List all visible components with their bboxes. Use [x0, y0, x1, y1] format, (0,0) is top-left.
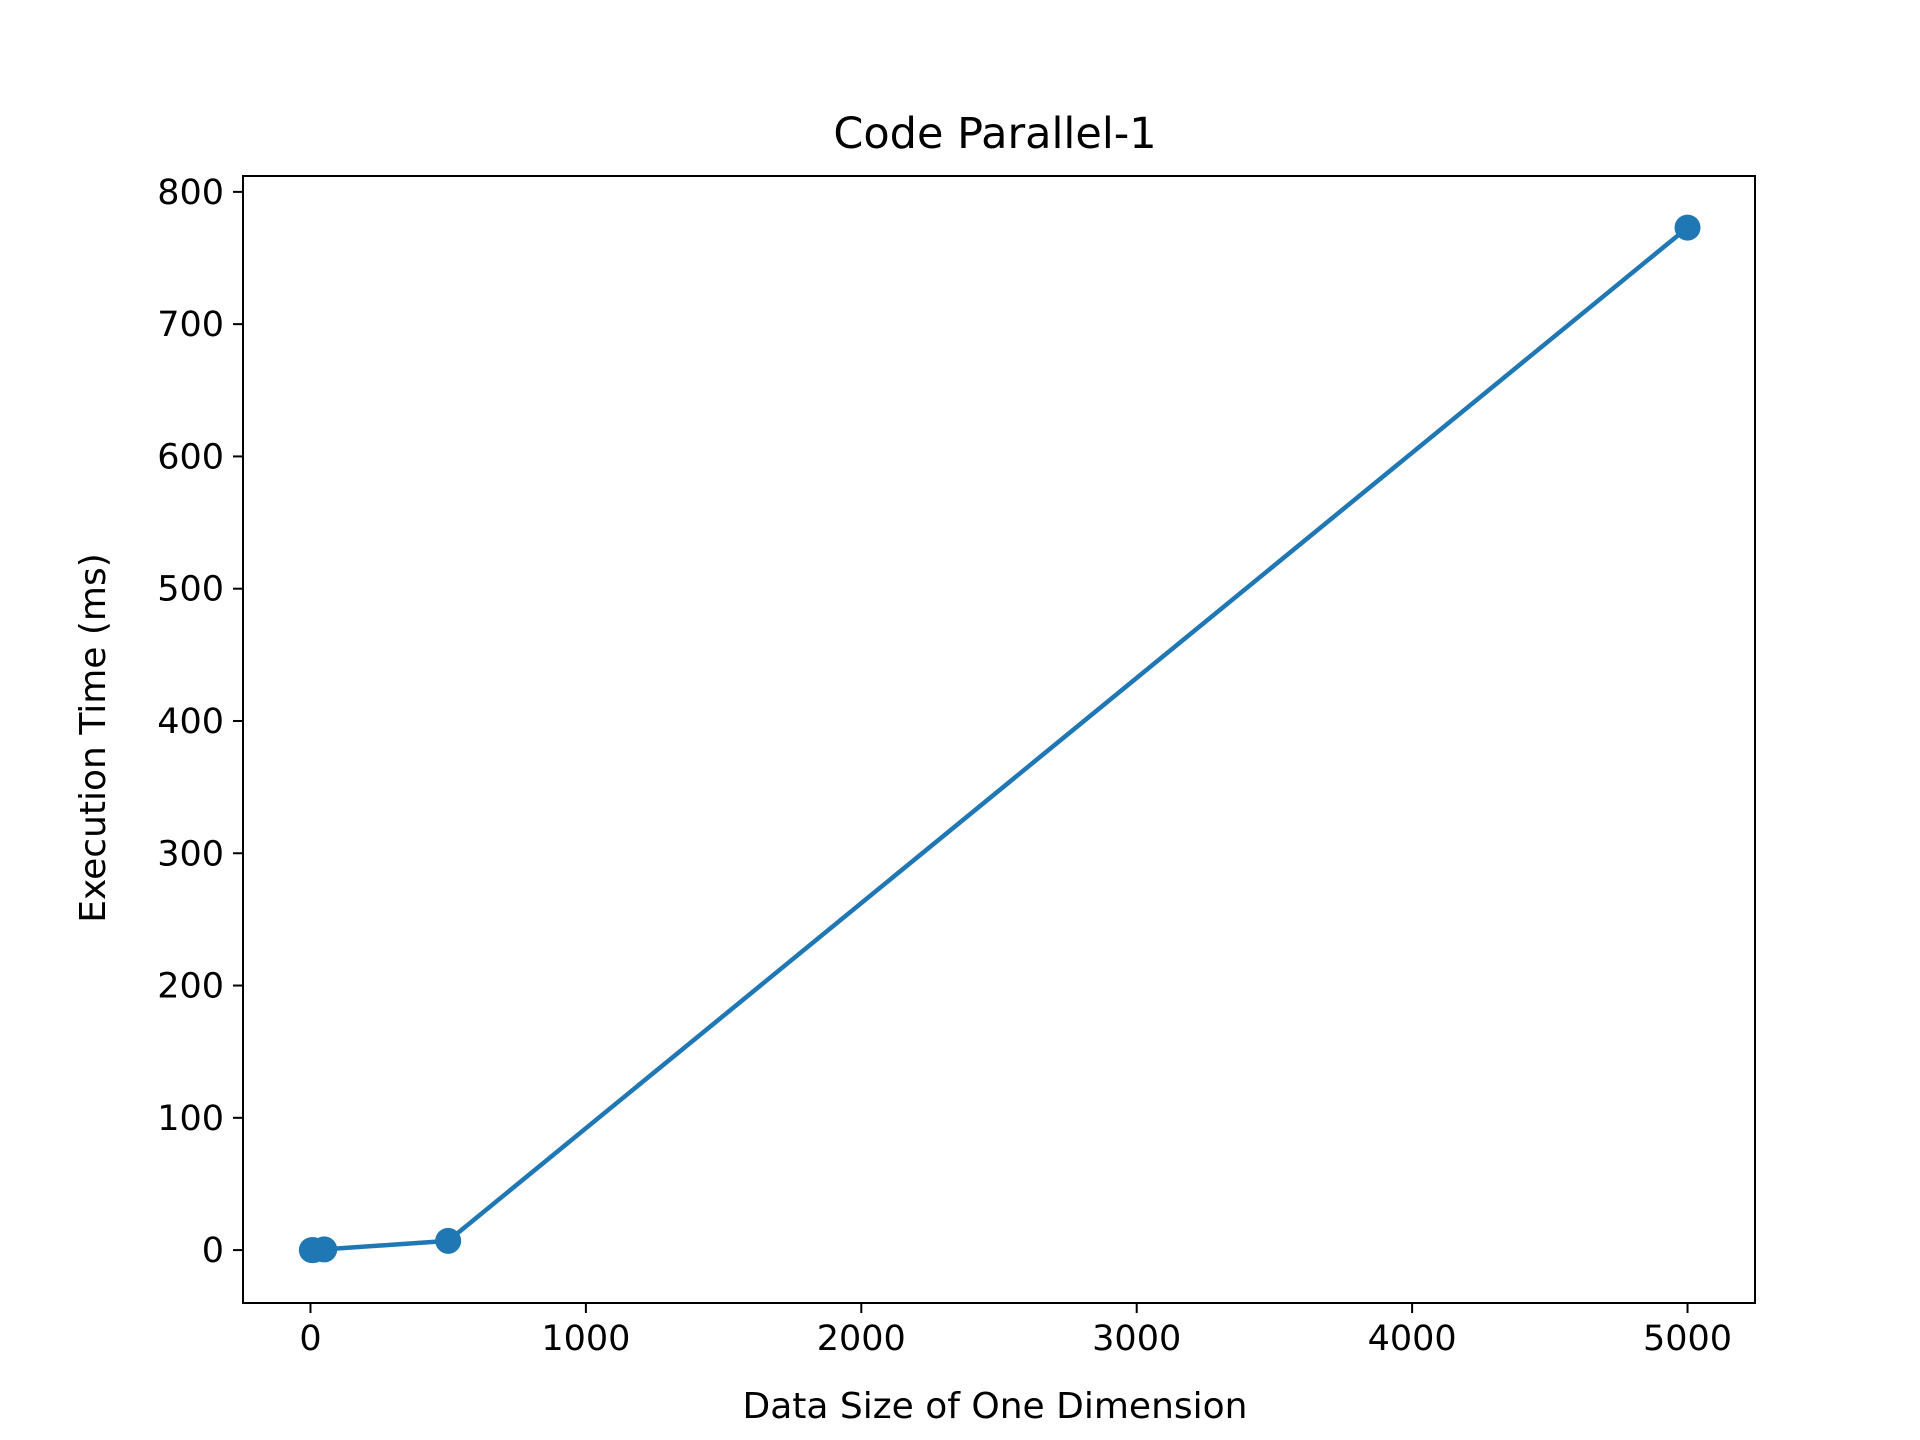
- y-tick-label: 200: [157, 967, 224, 1007]
- x-tick-label: 3000: [1092, 1319, 1181, 1359]
- chart-title: Code Parallel-1: [833, 109, 1156, 159]
- x-tick-label: 1000: [541, 1319, 630, 1359]
- y-tick-label: 0: [202, 1231, 224, 1271]
- x-tick-label: 2000: [817, 1319, 906, 1359]
- data-point: [435, 1227, 462, 1254]
- x-axis-label: Data Size of One Dimension: [743, 1386, 1248, 1427]
- data-point: [1674, 214, 1701, 241]
- y-tick-label: 600: [157, 437, 224, 477]
- y-tick-label: 500: [157, 570, 224, 610]
- y-tick-label: 100: [157, 1099, 224, 1139]
- x-tick-label: 5000: [1643, 1319, 1732, 1359]
- axes-frame: [242, 175, 1756, 1304]
- x-tick-label: 4000: [1368, 1319, 1457, 1359]
- y-tick-label: 400: [157, 702, 224, 742]
- x-tick-label: 0: [299, 1319, 321, 1359]
- y-tick-label: 700: [157, 305, 224, 345]
- y-axis-label: Execution Time (ms): [73, 553, 114, 923]
- plot-area: [298, 214, 1701, 1264]
- y-axis: 0 100 200 300 400 500 600 700 800: [157, 173, 243, 1271]
- y-tick-label: 300: [157, 834, 224, 874]
- x-axis: 0 1000 2000 3000 4000 5000: [299, 1303, 1732, 1359]
- y-tick-label: 800: [157, 173, 224, 213]
- data-point: [311, 1236, 338, 1263]
